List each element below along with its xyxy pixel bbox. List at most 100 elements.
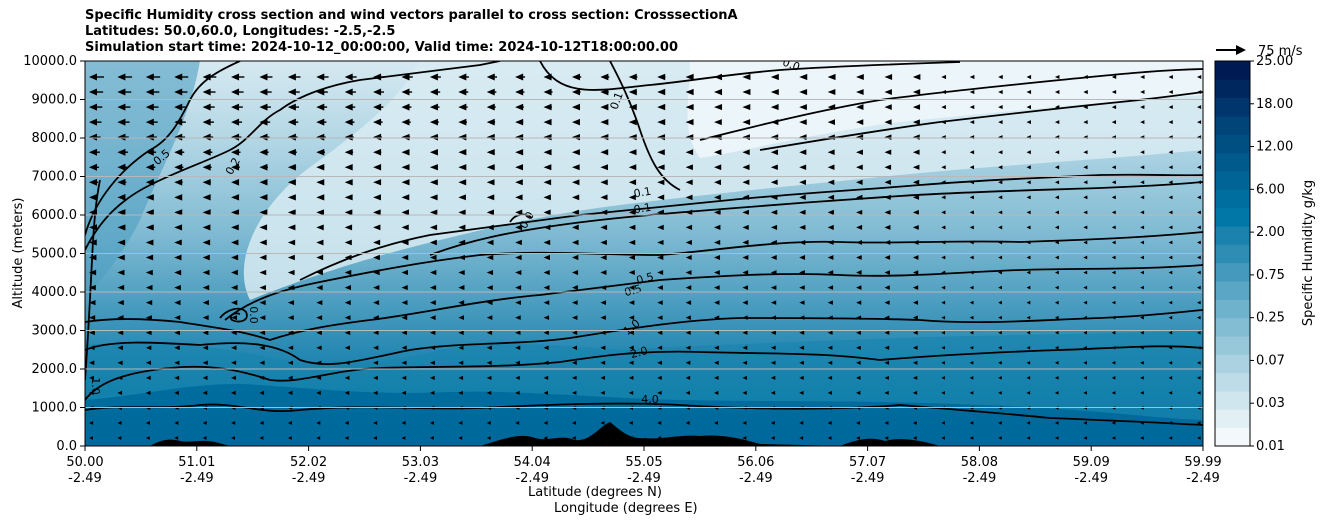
wind-vector — [145, 390, 151, 395]
x-tick-label-lon: -2.49 — [1074, 471, 1108, 486]
wind-vector — [827, 421, 832, 425]
wind-vector — [287, 284, 295, 291]
wind-vector — [1026, 150, 1031, 155]
wind-vector — [1111, 180, 1116, 185]
wind-vector — [657, 224, 664, 231]
wind-vector — [600, 390, 605, 395]
wind-vector — [231, 315, 238, 321]
wind-vector — [1140, 270, 1144, 275]
wind-vector — [628, 254, 635, 261]
colorbar-tick-label: 0.75 — [1256, 268, 1285, 283]
wind-vector — [856, 390, 861, 395]
wind-vector — [117, 390, 123, 395]
wind-vector — [799, 285, 805, 290]
wind-vector — [856, 345, 861, 350]
wind-vector — [912, 315, 918, 320]
wind-vector — [145, 315, 152, 321]
x-axis-label-latitude: Latitude (degrees N) — [528, 485, 662, 500]
wind-vector — [912, 119, 920, 125]
wind-vector — [344, 194, 353, 201]
wind-vector — [1054, 391, 1059, 395]
wind-vector — [543, 224, 551, 231]
wind-vector — [1197, 270, 1201, 275]
wind-vector — [941, 225, 946, 230]
wind-vector — [770, 375, 776, 380]
wind-vector — [543, 300, 550, 306]
colorbar-tick-label: 12.00 — [1256, 140, 1293, 155]
wind-vector — [1026, 195, 1031, 200]
colorbar-segment — [1215, 79, 1250, 99]
wind-vector — [1168, 300, 1173, 305]
wind-vector — [799, 73, 808, 81]
wind-vector — [401, 103, 412, 111]
wind-vector — [856, 73, 864, 81]
wind-vector — [344, 284, 352, 291]
contour-1.0-upper — [85, 179, 101, 381]
wind-vector — [117, 163, 128, 171]
wind-vector — [1168, 240, 1173, 245]
wind-vector — [1026, 240, 1031, 245]
wind-vector — [259, 103, 271, 111]
wind-vector — [117, 103, 131, 111]
wind-vector — [145, 254, 154, 261]
wind-vector — [742, 209, 749, 216]
wind-vector — [1111, 225, 1116, 230]
y-tick-label: 5000.0 — [32, 247, 78, 262]
wind-vector — [941, 300, 946, 305]
wind-vector — [145, 300, 153, 306]
wind-vector — [856, 179, 863, 185]
wind-vector — [1054, 90, 1060, 95]
wind-vector — [1140, 240, 1145, 245]
wind-vector — [770, 285, 777, 290]
wind-vector — [1026, 376, 1031, 380]
wind-vector — [770, 209, 778, 216]
wind-vector — [799, 88, 808, 96]
x-tick-label-lon: -2.49 — [404, 471, 438, 486]
wind-vector — [1168, 285, 1173, 290]
wind-vector — [657, 149, 665, 156]
colorbar-segment — [1215, 372, 1250, 392]
wind-vector — [1168, 270, 1173, 275]
contour-0.1-b — [429, 181, 1203, 256]
wind-vector — [657, 360, 662, 365]
wind-vector — [145, 269, 153, 276]
wind-vector — [373, 285, 380, 291]
colorbar: 0.01 0.03 0.07 0.25 0.75 2.00 6.00 12.00 18.00 25… — [1214, 54, 1293, 454]
wind-vector — [287, 300, 295, 306]
wind-vector — [117, 239, 126, 246]
wind-vector — [1083, 225, 1088, 230]
wind-vector — [458, 224, 466, 231]
wind-vector — [458, 133, 467, 141]
wind-vector — [117, 118, 130, 126]
wind-vector — [231, 88, 244, 96]
wind-vector — [429, 103, 440, 111]
wind-vector — [1054, 120, 1060, 125]
wind-vector — [600, 134, 609, 141]
wind-vector — [1168, 225, 1173, 230]
wind-vector — [486, 375, 492, 380]
wind-vector — [742, 119, 751, 126]
wind-vector — [1168, 345, 1173, 350]
wind-vector — [827, 73, 836, 81]
wind-vector — [1054, 345, 1059, 350]
wind-vector — [486, 421, 491, 425]
wind-vector — [657, 103, 666, 111]
wind-vector — [714, 209, 721, 216]
colorbar-tick-label: 0.07 — [1256, 353, 1285, 368]
wind-vector — [998, 270, 1003, 275]
wind-vector — [1197, 300, 1201, 305]
contour-0.2 — [85, 61, 501, 251]
wind-vector — [912, 330, 918, 335]
wind-vector — [1026, 270, 1031, 275]
wind-vector — [998, 180, 1003, 185]
wind-vector — [685, 330, 691, 335]
wind-vector — [429, 148, 438, 156]
wind-vector — [515, 88, 525, 96]
wind-vector — [571, 179, 580, 186]
wind-vector — [1168, 330, 1173, 335]
wind-vector — [1168, 165, 1173, 170]
x-tick-label-lat: 58.08 — [961, 455, 998, 470]
wind-vector — [657, 421, 662, 425]
wind-vector — [1111, 345, 1116, 350]
